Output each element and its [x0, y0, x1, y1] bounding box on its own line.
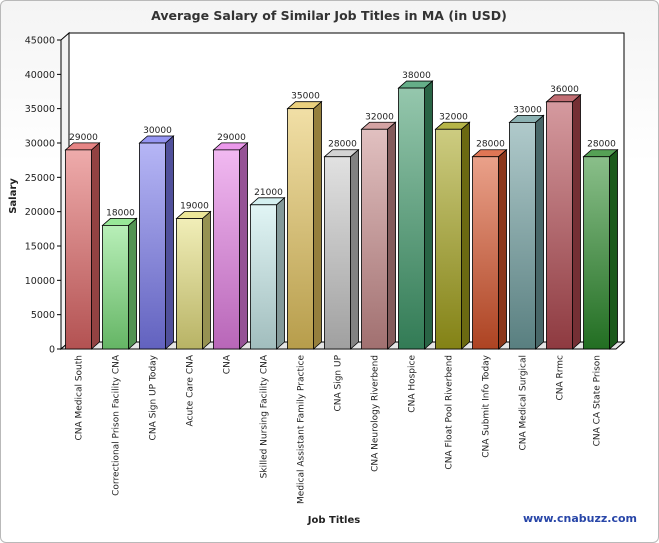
- bar-side: [535, 114, 544, 350]
- y-tick-label: 0: [49, 345, 55, 356]
- category-label: CNA Hospice: [408, 355, 418, 413]
- bar-front: [213, 149, 240, 350]
- bar-side: [387, 121, 396, 350]
- category-label: CNA Sign UP Today: [149, 354, 159, 440]
- bar-side: [128, 217, 137, 350]
- value-label: 28000: [476, 140, 505, 150]
- value-label: 36000: [550, 85, 579, 95]
- bar: [508, 114, 545, 350]
- bar: [175, 210, 212, 350]
- category-label: CNA Submit Info Today: [482, 354, 492, 457]
- category-label: CNA Rrmc: [556, 355, 566, 401]
- bar-side: [498, 148, 507, 350]
- bar: [434, 121, 471, 350]
- bar-front: [65, 149, 92, 350]
- bar: [582, 148, 619, 350]
- bar-side: [313, 100, 322, 350]
- bar-side: [165, 135, 174, 350]
- value-label: 32000: [439, 112, 468, 122]
- bar-side: [572, 93, 581, 350]
- category-label: Skilled Nursing Facility CNA: [260, 354, 270, 478]
- bar-front: [250, 204, 277, 350]
- category-label: CNA Float Pool Riverbend: [445, 355, 455, 470]
- x-axis-title: Job Titles: [307, 515, 360, 526]
- category-label: CNA: [223, 354, 233, 374]
- bar-front: [398, 87, 425, 350]
- category-label: CNA Neurology Riverbend: [371, 355, 381, 472]
- watermark-link[interactable]: www.cnabuzz.com: [523, 512, 637, 525]
- bar-side: [239, 141, 248, 350]
- value-label: 29000: [217, 133, 246, 143]
- y-tick-label: 20000: [25, 207, 55, 218]
- bar: [397, 80, 434, 350]
- bar: [471, 148, 508, 350]
- y-tick-label: 40000: [25, 70, 55, 81]
- bar-side: [609, 148, 618, 350]
- bar-front: [139, 142, 166, 350]
- bar-side: [424, 80, 433, 350]
- bar: [286, 100, 323, 350]
- category-label: CNA Medical South: [75, 355, 85, 441]
- value-label: 18000: [106, 208, 135, 218]
- chart-title: Average Salary of Similar Job Titles in …: [151, 8, 507, 23]
- bar-front: [287, 108, 314, 350]
- bar: [545, 93, 582, 350]
- category-label: Acute Care CNA: [186, 354, 196, 426]
- bar: [138, 135, 175, 350]
- bar-front: [176, 218, 203, 350]
- category-labels: CNA Medical South Correctional Prison Fac…: [75, 354, 603, 504]
- value-label: 33000: [513, 105, 542, 115]
- bar: [323, 148, 360, 350]
- bar-side: [350, 148, 359, 350]
- bar: [101, 217, 138, 350]
- bar-side: [91, 141, 100, 350]
- bars: [64, 80, 619, 350]
- y-tick-label: 45000: [25, 36, 55, 47]
- y-tick-label: 15000: [25, 242, 55, 253]
- y-tick-label: 35000: [25, 104, 55, 115]
- value-label: 29000: [69, 133, 98, 143]
- bar-front: [583, 156, 610, 350]
- y-tick-label: 30000: [25, 139, 55, 150]
- bar-front: [361, 128, 388, 350]
- y-tick-label: 5000: [31, 310, 55, 321]
- y-axis-title: Salary: [8, 178, 19, 214]
- bar: [212, 141, 249, 350]
- value-label: 19000: [180, 202, 209, 212]
- bar-front: [472, 156, 499, 350]
- bar-front: [509, 122, 536, 350]
- category-label: CNA Sign UP: [334, 354, 344, 411]
- value-label: 32000: [365, 112, 394, 122]
- bar-front: [546, 101, 573, 350]
- bar: [249, 196, 286, 350]
- bar: [360, 121, 397, 350]
- y-axis-ticks: 0 5000 10000 15000 20000 25000 30000 35000 40000…: [25, 36, 61, 356]
- bar-side: [461, 121, 470, 350]
- value-label: 30000: [143, 126, 172, 136]
- category-label: CNA Medical Surgical: [519, 355, 529, 451]
- value-label: 21000: [254, 188, 283, 198]
- value-labels: 29000 18000 30000 19000 29000 21000 35000 28000…: [69, 71, 616, 218]
- bar-front: [324, 156, 351, 350]
- value-label: 28000: [328, 140, 357, 150]
- value-label: 35000: [291, 92, 320, 102]
- category-label: CNA CA State Prison: [593, 355, 603, 446]
- category-label: Correctional Prison Facility CNA: [112, 354, 122, 496]
- bar-front: [435, 128, 462, 350]
- y-tick-label: 25000: [25, 173, 55, 184]
- bar-side: [202, 210, 211, 350]
- category-label: Medical Assistant Family Practice: [297, 355, 307, 504]
- y-tick-label: 10000: [25, 276, 55, 287]
- value-label: 28000: [587, 140, 616, 150]
- value-label: 38000: [402, 71, 431, 81]
- bar: [64, 141, 101, 350]
- bar-side: [276, 196, 285, 350]
- bar-front: [102, 224, 129, 350]
